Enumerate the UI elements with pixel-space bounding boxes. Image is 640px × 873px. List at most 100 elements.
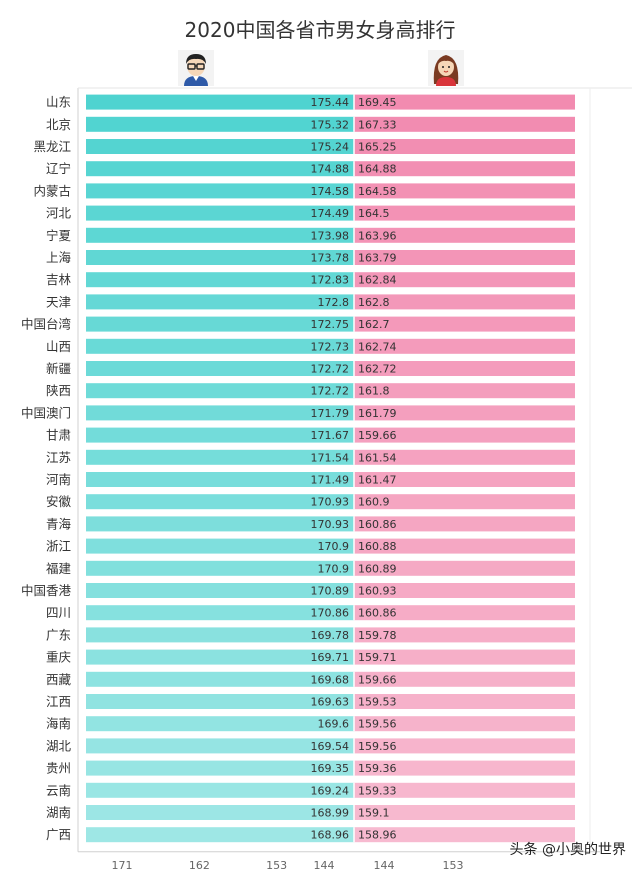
- male-value-label: 175.44: [311, 96, 350, 109]
- category-label: 上海: [46, 250, 72, 265]
- category-label: 河北: [46, 206, 72, 221]
- female-bar: [354, 449, 575, 465]
- female-value-label: 160.89: [358, 562, 397, 575]
- female-axis-tick: 153: [443, 859, 464, 872]
- female-bar: [354, 738, 575, 754]
- female-value-label: 159.36: [358, 762, 397, 775]
- male-value-label: 172.75: [311, 318, 350, 331]
- male-value-label: 172.8: [318, 296, 350, 309]
- female-bar: [354, 494, 575, 510]
- category-label: 内蒙古: [33, 183, 71, 198]
- female-bar: [354, 516, 575, 532]
- male-value-label: 170.93: [311, 496, 350, 509]
- female-bar: [354, 161, 575, 177]
- male-bar: [86, 183, 354, 199]
- female-value-label: 165.25: [358, 141, 397, 154]
- female-bar: [354, 139, 575, 154]
- male-value-label: 174.49: [311, 207, 350, 220]
- male-bar: [86, 94, 354, 110]
- male-bar: [86, 250, 354, 265]
- male-value-label: 172.72: [311, 363, 350, 376]
- female-value-label: 163.79: [358, 252, 397, 265]
- male-value-label: 170.9: [318, 562, 350, 575]
- category-label: 湖北: [46, 738, 72, 753]
- male-axis-tick: 171: [112, 859, 133, 872]
- female-value-label: 161.79: [358, 407, 397, 420]
- female-bar: [354, 538, 575, 554]
- male-bar: [86, 272, 354, 288]
- female-value-label: 161.47: [358, 474, 397, 487]
- watermark: 头条 @小奥的世界: [509, 842, 626, 858]
- female-bar: [354, 649, 575, 665]
- male-bar: [86, 716, 354, 732]
- category-label: 中国香港: [21, 583, 72, 598]
- male-value-label: 171.49: [311, 474, 350, 487]
- male-value-label: 170.86: [311, 607, 350, 620]
- male-axis-tick: 144: [314, 859, 335, 872]
- female-value-label: 159.33: [358, 784, 397, 797]
- male-axis-tick: 153: [266, 859, 287, 872]
- male-bar: [86, 671, 354, 687]
- male-value-label: 168.99: [311, 807, 350, 820]
- female-bar: [354, 627, 575, 643]
- male-value-label: 175.32: [311, 118, 350, 131]
- male-value-label: 169.24: [311, 784, 350, 797]
- category-label: 河南: [46, 472, 71, 487]
- chart-title: 2020中国各省市男女身高排行: [184, 18, 456, 42]
- category-label: 云南: [46, 783, 71, 798]
- male-value-label: 169.71: [311, 651, 350, 664]
- male-bar: [86, 560, 354, 576]
- female-value-label: 162.84: [358, 274, 397, 287]
- category-label: 中国台湾: [21, 317, 71, 332]
- male-bar: [86, 316, 354, 332]
- male-bar: [86, 605, 354, 621]
- male-value-label: 169.78: [311, 629, 350, 642]
- male-value-label: 172.83: [311, 274, 350, 287]
- male-bar: [86, 583, 354, 598]
- female-value-label: 159.71: [358, 651, 397, 664]
- male-value-label: 171.79: [311, 407, 350, 420]
- male-bar: [86, 738, 354, 754]
- male-value-label: 175.24: [311, 141, 350, 154]
- female-bar: [354, 294, 575, 310]
- male-bar: [86, 538, 354, 554]
- category-label: 宁夏: [46, 228, 72, 243]
- female-axis-tick: 144: [374, 859, 395, 872]
- male-value-label: 171.54: [311, 451, 350, 464]
- category-label: 新疆: [46, 361, 71, 376]
- male-bar: [86, 649, 354, 665]
- female-bar: [354, 605, 575, 621]
- female-value-label: 158.96: [358, 829, 397, 842]
- female-value-label: 159.66: [358, 673, 397, 686]
- male-value-label: 170.93: [311, 518, 350, 531]
- male-bar: [86, 782, 354, 798]
- male-bar: [86, 427, 354, 443]
- male-bar: [86, 405, 354, 421]
- female-bar: [354, 205, 575, 221]
- category-label: 海南: [46, 716, 71, 731]
- male-bar: [86, 116, 354, 132]
- female-value-label: 167.33: [358, 118, 397, 131]
- male-bar: [86, 805, 354, 820]
- female-value-label: 159.53: [358, 696, 397, 709]
- female-value-label: 164.5: [358, 207, 390, 220]
- female-value-label: 160.93: [358, 585, 397, 598]
- category-label: 陕西: [46, 383, 71, 398]
- female-value-label: 159.56: [358, 718, 397, 731]
- female-value-label: 161.8: [358, 385, 390, 398]
- female-bar: [354, 338, 575, 354]
- category-label: 北京: [46, 117, 71, 132]
- female-bar: [354, 316, 575, 332]
- category-label: 黑龙江: [33, 139, 71, 154]
- male-avatar-icon: [178, 50, 214, 86]
- male-axis-tick: 162: [189, 859, 210, 872]
- male-bar: [86, 760, 354, 776]
- female-bar: [354, 671, 575, 687]
- female-bar: [354, 272, 575, 288]
- male-value-label: 174.88: [311, 163, 350, 176]
- male-value-label: 170.9: [318, 540, 350, 553]
- category-label: 天津: [46, 294, 71, 309]
- male-bar: [86, 338, 354, 354]
- male-value-label: 169.6: [318, 718, 350, 731]
